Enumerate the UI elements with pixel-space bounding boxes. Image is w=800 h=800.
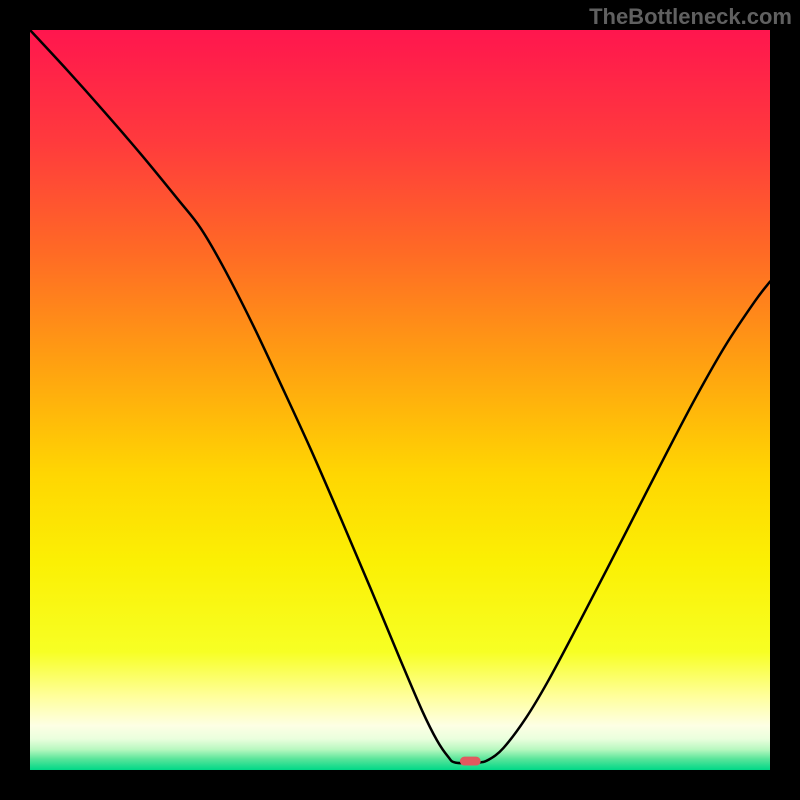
optimal-marker bbox=[460, 757, 481, 766]
bottleneck-chart bbox=[0, 0, 800, 800]
chart-container: { "watermark": { "text": "TheBottleneck.… bbox=[0, 0, 800, 800]
watermark-text: TheBottleneck.com bbox=[589, 4, 792, 30]
